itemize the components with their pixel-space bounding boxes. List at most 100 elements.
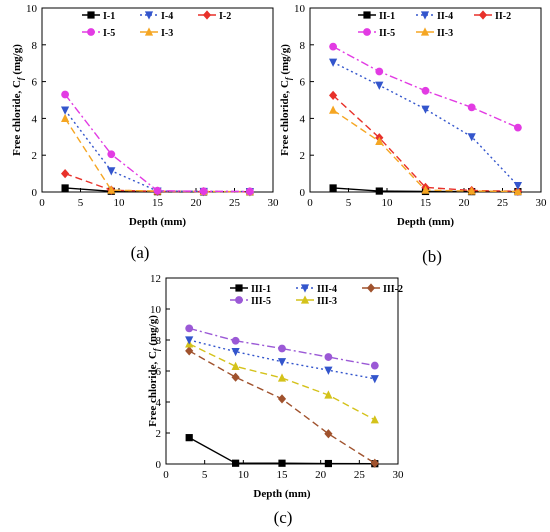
data-point bbox=[467, 186, 476, 195]
data-point bbox=[231, 348, 240, 357]
legend-label: III-3 bbox=[317, 296, 337, 307]
legend-label: II-4 bbox=[437, 11, 453, 22]
data-point bbox=[246, 187, 254, 196]
legend-swatch-marker bbox=[300, 284, 310, 293]
y-tick-label: 0 bbox=[156, 459, 162, 471]
legend-swatch-marker bbox=[300, 295, 310, 304]
legend-label: II-5 bbox=[379, 28, 395, 39]
legend-swatch-marker bbox=[235, 284, 243, 292]
legend-swatch-marker bbox=[144, 27, 154, 36]
legend-label: II-2 bbox=[495, 11, 511, 22]
y-tick-label: 8 bbox=[32, 40, 38, 52]
series-line bbox=[188, 350, 376, 464]
x-tick-label: 10 bbox=[238, 469, 250, 481]
y-tick-label: 4 bbox=[156, 397, 162, 409]
y-tick-label: 12 bbox=[150, 273, 161, 285]
data-point bbox=[513, 186, 522, 196]
x-tick-label: 10 bbox=[114, 197, 126, 209]
panel-label: (a) bbox=[131, 243, 150, 262]
y-tick-label: 8 bbox=[156, 335, 162, 347]
x-tick-label: 5 bbox=[202, 469, 208, 481]
data-point bbox=[329, 105, 338, 114]
x-tick-label: 0 bbox=[163, 469, 169, 481]
x-tick-label: 30 bbox=[268, 197, 280, 209]
legend-swatch-marker bbox=[144, 11, 154, 20]
x-tick-label: 25 bbox=[354, 469, 366, 481]
x-tick-label: 15 bbox=[277, 469, 289, 481]
y-tick-label: 8 bbox=[300, 40, 306, 52]
data-point bbox=[324, 353, 333, 361]
data-point bbox=[375, 187, 383, 195]
legend-swatch-marker bbox=[235, 296, 243, 304]
legend-swatch-marker bbox=[363, 11, 371, 19]
data-point bbox=[185, 324, 194, 333]
y-tick-label: 4 bbox=[32, 113, 38, 125]
y-axis-label: Free chloride, Cf (mg/g) bbox=[147, 315, 161, 427]
data-point bbox=[61, 169, 70, 179]
data-point bbox=[375, 136, 384, 145]
chart-panel: 0 5 10 15 20 25 30 0 2 4 6 8 10 12 Depth (mm) Free chlo… bbox=[147, 273, 404, 527]
data-point bbox=[277, 373, 287, 382]
data-point bbox=[421, 86, 430, 95]
data-point bbox=[107, 167, 116, 176]
data-point bbox=[513, 181, 522, 191]
series-line bbox=[332, 94, 518, 192]
data-point bbox=[467, 133, 476, 142]
panel-label: (b) bbox=[422, 247, 442, 266]
legend-swatch-marker bbox=[366, 283, 376, 293]
data-point bbox=[421, 185, 430, 194]
series-line bbox=[64, 109, 250, 193]
y-tick-label: 10 bbox=[26, 3, 38, 15]
y-tick-label: 2 bbox=[300, 150, 306, 162]
data-point bbox=[61, 184, 69, 192]
legend-label: I-4 bbox=[161, 11, 173, 22]
legend-label: III-5 bbox=[251, 296, 271, 307]
x-tick-label: 30 bbox=[536, 197, 548, 209]
data-point bbox=[329, 42, 337, 51]
legend-swatch-marker bbox=[87, 28, 95, 36]
x-tick-label: 0 bbox=[307, 197, 313, 209]
series-line bbox=[188, 343, 376, 421]
data-point bbox=[277, 358, 287, 367]
x-tick-label: 20 bbox=[459, 197, 471, 209]
data-point bbox=[153, 186, 162, 195]
legend-label: III-4 bbox=[317, 284, 337, 295]
data-point bbox=[199, 187, 208, 196]
data-point bbox=[185, 346, 194, 356]
data-point bbox=[107, 150, 116, 159]
legend-label: I-3 bbox=[161, 28, 173, 39]
x-axis-label: Depth (mm) bbox=[129, 216, 186, 228]
legend-swatch-marker bbox=[420, 11, 430, 20]
plot-frame bbox=[165, 277, 399, 465]
x-tick-label: 5 bbox=[78, 197, 84, 209]
x-tick-label: 5 bbox=[346, 197, 352, 209]
x-tick-label: 20 bbox=[191, 197, 203, 209]
legend-label: I-1 bbox=[103, 11, 115, 22]
data-point bbox=[329, 90, 338, 100]
y-tick-label: 10 bbox=[150, 304, 162, 316]
data-point bbox=[231, 361, 240, 370]
x-tick-label: 0 bbox=[39, 197, 45, 209]
data-point bbox=[324, 390, 333, 399]
legend-label: I-5 bbox=[103, 28, 115, 39]
data-point bbox=[278, 344, 286, 353]
data-point bbox=[370, 458, 379, 468]
legend-swatch-marker bbox=[363, 28, 371, 36]
data-point bbox=[514, 123, 522, 132]
data-point bbox=[107, 185, 116, 194]
legend-label: II-1 bbox=[379, 11, 395, 22]
data-point bbox=[231, 336, 240, 345]
series-line bbox=[332, 61, 519, 187]
plot-frame bbox=[41, 7, 274, 193]
data-point bbox=[324, 429, 333, 439]
data-point bbox=[370, 361, 379, 370]
y-tick-label: 6 bbox=[156, 366, 162, 378]
legend-swatch-marker bbox=[478, 10, 488, 20]
data-point bbox=[467, 103, 476, 112]
x-tick-label: 30 bbox=[393, 469, 405, 481]
y-axis-label: Free chloride, Cf (mg/g) bbox=[11, 44, 25, 156]
x-tick-label: 25 bbox=[497, 197, 509, 209]
